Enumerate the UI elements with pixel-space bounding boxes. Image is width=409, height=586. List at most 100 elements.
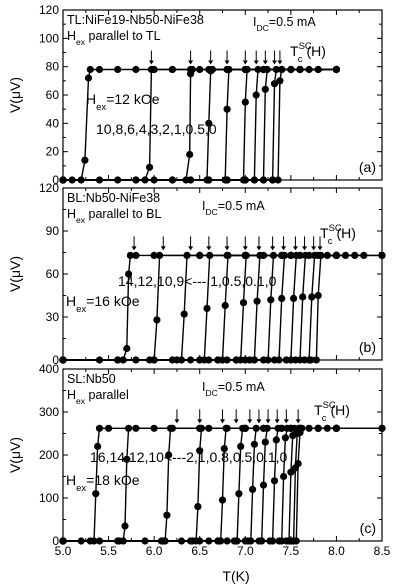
tc-arrow-head bbox=[253, 60, 259, 65]
data-point bbox=[126, 251, 134, 259]
data-point bbox=[186, 150, 194, 159]
data-point bbox=[283, 424, 291, 432]
data-point bbox=[105, 424, 113, 432]
tc-arrow-head bbox=[233, 419, 239, 424]
x-tick-label: 8.5 bbox=[374, 544, 391, 558]
current-label: IDC=0.5 mA bbox=[202, 199, 265, 217]
data-point bbox=[132, 65, 140, 74]
data-point bbox=[59, 356, 67, 364]
field-orientation-label: Hex parallel to TL bbox=[67, 29, 161, 47]
x-tick-label: 7.5 bbox=[283, 544, 300, 558]
tc-arrow-head bbox=[270, 246, 276, 251]
data-point bbox=[294, 460, 302, 468]
data-point bbox=[146, 163, 154, 171]
y-axis-label: V(μV) bbox=[7, 256, 23, 292]
data-point bbox=[267, 296, 275, 304]
field-list-label: 16,14,12,10<---2,1,0.8,0.5,0.1,0 bbox=[90, 449, 288, 465]
data-point bbox=[206, 251, 214, 259]
data-point bbox=[252, 424, 260, 432]
series-group bbox=[59, 65, 340, 184]
data-point bbox=[314, 291, 322, 300]
data-point bbox=[274, 176, 282, 184]
tc-arrow-head bbox=[256, 246, 262, 251]
data-point bbox=[263, 65, 271, 74]
x-tick-label: 6.0 bbox=[146, 544, 163, 558]
data-point bbox=[272, 436, 280, 444]
data-point bbox=[114, 65, 122, 74]
y-tick-label: 300 bbox=[39, 405, 59, 419]
y-tick-label: 60 bbox=[46, 88, 60, 102]
tc-arrow-head bbox=[256, 419, 262, 424]
tc-arrow-head bbox=[265, 419, 271, 424]
data-point bbox=[221, 301, 229, 310]
field-list-label: 10,8,6,4,3,2,1,0.5,0 bbox=[96, 121, 217, 137]
data-point bbox=[237, 442, 245, 450]
sample-label: BL:Nb50-NiFe38 bbox=[67, 191, 160, 205]
field-orientation-label: Hex parallel to BL bbox=[67, 207, 161, 225]
current-label: IDC=0.5 mA bbox=[202, 380, 265, 398]
sample-label: TL:NiFe19-Nb50-NiFe38 bbox=[67, 13, 204, 27]
y-tick-label: 40 bbox=[46, 116, 60, 130]
tc-arrow-head bbox=[242, 246, 248, 251]
tc-arrow-head bbox=[208, 60, 214, 65]
series-group bbox=[59, 424, 386, 545]
data-point bbox=[259, 481, 268, 489]
tc-arrow-head bbox=[224, 60, 230, 65]
data-point bbox=[180, 310, 188, 318]
tc-arrow-head bbox=[224, 246, 230, 251]
data-point bbox=[132, 251, 140, 259]
data-point bbox=[150, 251, 158, 259]
x-tick-label: 8.0 bbox=[328, 544, 345, 558]
data-point bbox=[222, 424, 230, 432]
data-point bbox=[301, 251, 309, 259]
data-point bbox=[94, 442, 102, 450]
panel-a: 0 20 40 60 80 100 120 V(μV) TL:NiFe19-Nb50-NiFe3… bbox=[7, 3, 383, 187]
tc-arrow-head bbox=[131, 246, 137, 251]
y-axis-label: V(μV) bbox=[7, 77, 23, 113]
data-point bbox=[287, 468, 295, 476]
field-value-label: Hex=16 kOe bbox=[66, 293, 140, 315]
data-point bbox=[290, 294, 298, 302]
data-point bbox=[197, 424, 206, 432]
data-point bbox=[378, 251, 386, 259]
data-point bbox=[241, 176, 249, 184]
data-point bbox=[254, 65, 262, 74]
x-tick-label: 6.5 bbox=[191, 544, 208, 558]
tc-arrow-head bbox=[317, 246, 323, 251]
data-point bbox=[59, 537, 67, 545]
data-point bbox=[270, 477, 279, 485]
panel-c: 0 100 200 300 400 V(μV) SL:Nb50 Hex parallel IDC… bbox=[7, 362, 386, 548]
y-tick-label: 120 bbox=[39, 3, 59, 17]
y-tick-label: 0 bbox=[52, 353, 59, 367]
data-point bbox=[241, 98, 249, 106]
data-point bbox=[269, 176, 277, 184]
data-point bbox=[239, 424, 247, 432]
panels-group: 0 20 40 60 80 100 120 V(μV) TL:NiFe19-Nb50-NiFe3… bbox=[7, 3, 386, 548]
data-point bbox=[123, 344, 131, 353]
data-point bbox=[249, 485, 257, 493]
data-point bbox=[81, 156, 89, 164]
tc-arrow-head bbox=[302, 246, 308, 251]
tc-label: TSC c(H) bbox=[320, 223, 356, 247]
data-point bbox=[270, 80, 279, 88]
field-value-label: Hex=18 kOe bbox=[66, 472, 140, 494]
data-point bbox=[250, 356, 258, 364]
data-point bbox=[261, 85, 269, 93]
data-point bbox=[156, 251, 164, 259]
data-point bbox=[299, 293, 307, 301]
data-point bbox=[278, 65, 286, 74]
sample-label: SL:Nb50 bbox=[67, 372, 116, 386]
data-point bbox=[274, 424, 282, 432]
data-point bbox=[263, 424, 271, 432]
data-point bbox=[311, 251, 319, 259]
tc-arrow-head bbox=[281, 246, 287, 251]
y-tick-label: 0 bbox=[52, 534, 59, 548]
data-point bbox=[224, 251, 232, 259]
data-point bbox=[307, 356, 315, 364]
data-point bbox=[242, 251, 250, 259]
data-point bbox=[95, 424, 104, 432]
tc-arrow-head bbox=[188, 60, 194, 65]
y-tick-label: 120 bbox=[39, 181, 59, 195]
series-line bbox=[63, 254, 382, 361]
